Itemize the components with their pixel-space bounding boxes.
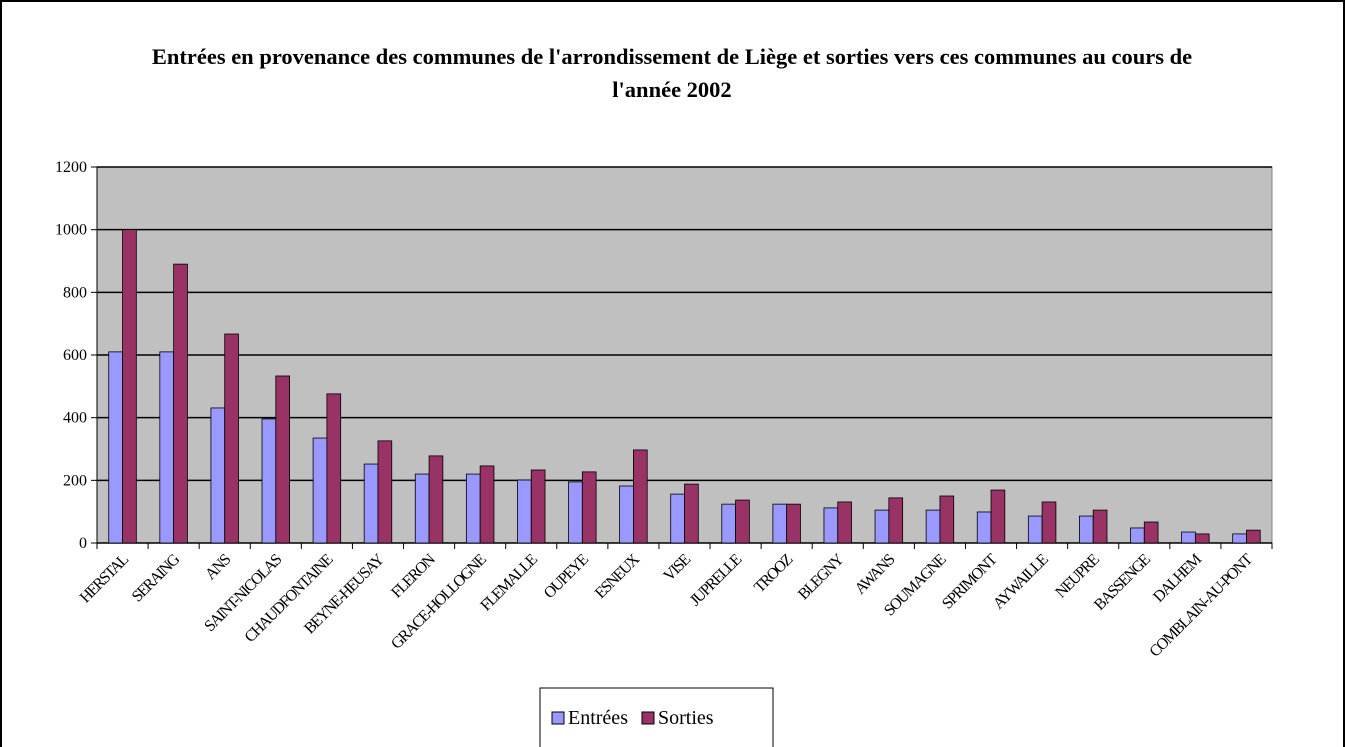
bar [224,333,239,544]
bar [670,493,685,544]
bar [568,481,583,544]
bar [1130,527,1145,544]
bar [428,455,444,544]
bar [479,465,495,544]
bar [1143,521,1159,544]
chart-title: Entrées en provenance des communes de l'… [151,44,1193,102]
bar [363,463,379,544]
bar [939,495,955,544]
y-tick-label: 1200 [55,159,87,176]
bar [925,509,941,544]
bar [326,393,342,544]
bar [173,263,188,544]
bar [786,503,801,544]
bar [465,473,481,544]
legend-swatch [551,711,565,725]
bar [581,471,597,544]
y-tick-label: 400 [63,410,87,427]
bar [159,351,175,544]
y-tick-label: 200 [63,472,87,489]
bar [210,407,226,544]
legend-box [539,687,774,747]
y-tick-label: 800 [63,284,87,301]
bar [1232,533,1247,544]
bar [414,473,430,544]
bar [633,449,648,544]
bar [517,479,532,544]
bar [990,489,1006,544]
bar [377,440,393,544]
bar [1092,509,1108,544]
y-tick-label: 1000 [55,222,87,239]
bar [735,499,750,544]
bar [619,485,634,544]
bar [1194,533,1210,544]
bar [1181,531,1196,544]
legend-swatch [641,711,655,725]
bar [772,503,788,544]
bar [976,511,992,544]
bar [823,507,839,544]
bar [108,351,123,544]
bar [122,229,137,544]
bar [275,375,290,544]
bar [261,418,277,544]
bar [1246,529,1261,544]
legend-label: Entrées [568,707,628,729]
bar [874,509,890,544]
bar [1079,515,1094,544]
bar [1027,515,1043,544]
bar [1041,501,1057,544]
bar [888,497,904,544]
bar [721,503,736,544]
bar [530,469,546,544]
bar [837,501,852,544]
bar [684,483,699,544]
y-tick-label: 600 [63,347,87,364]
bar [312,437,328,544]
legend-label: Sorties [658,707,714,729]
y-tick-label: 0 [79,535,87,552]
